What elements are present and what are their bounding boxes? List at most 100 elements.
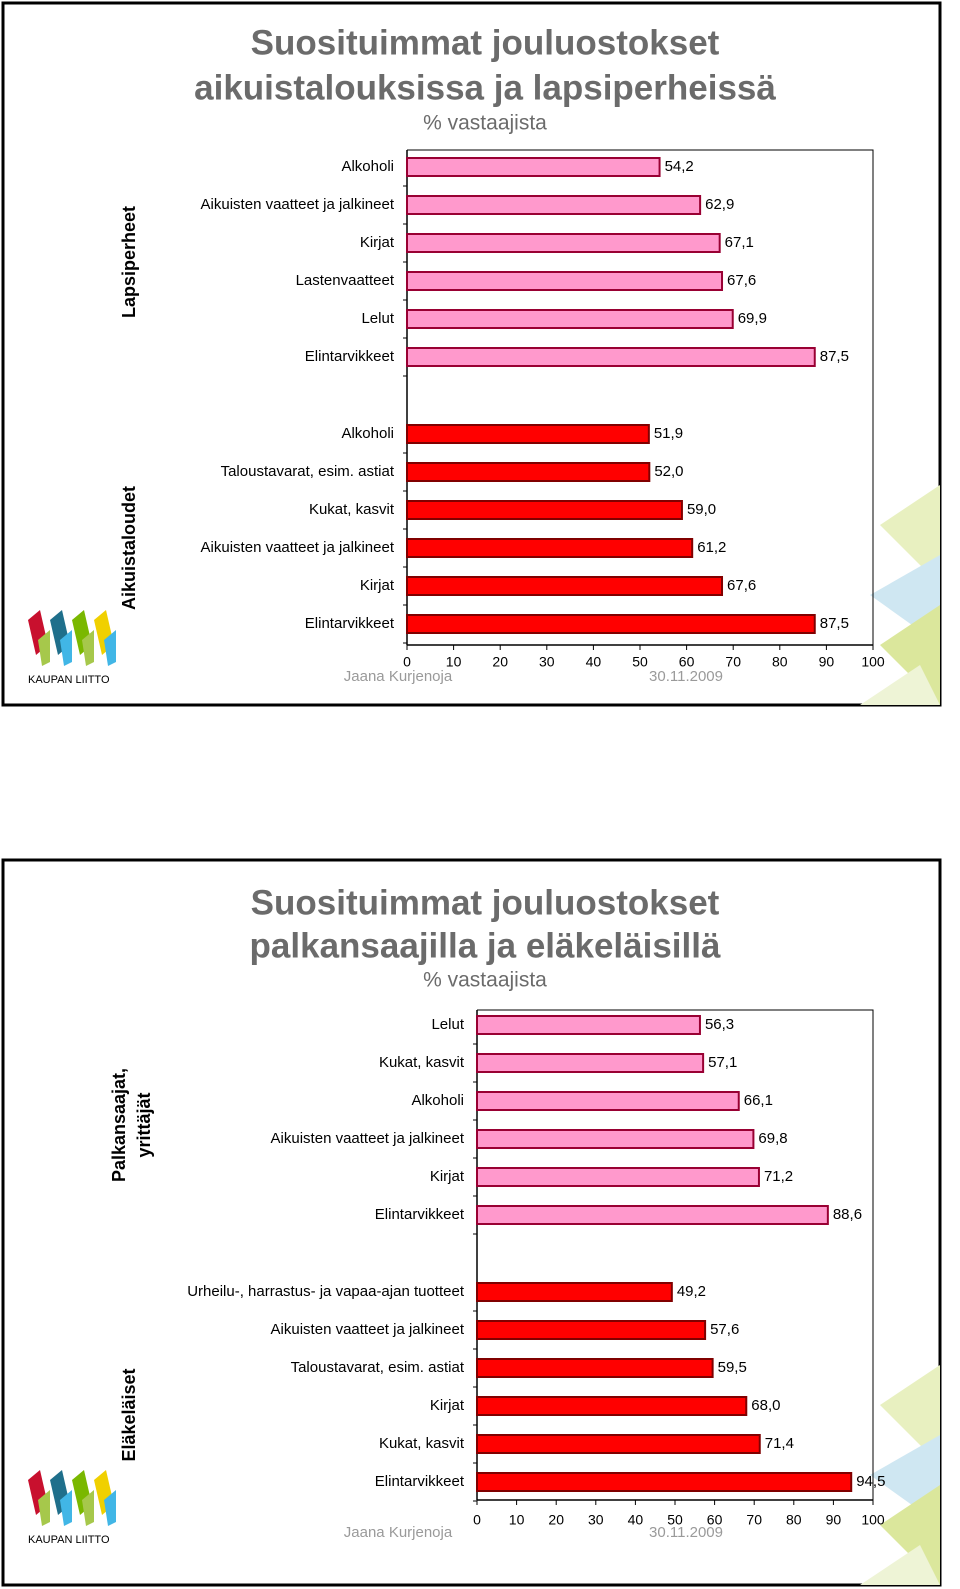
category-label: Lelut <box>361 310 394 327</box>
bar <box>406 614 816 634</box>
slide: KAUPAN LIITTO Suosituimmat jouluostokset a… <box>1 1 942 707</box>
value-label: 59,0 <box>687 501 716 518</box>
value-label: 59,5 <box>718 1359 747 1376</box>
bar <box>476 1282 673 1302</box>
value-label: 49,2 <box>677 1283 706 1300</box>
value-label: 69,8 <box>758 1130 787 1147</box>
subtitle: % vastaajista <box>423 112 547 135</box>
x-tick-label: 80 <box>772 654 788 670</box>
value-label: 88,6 <box>833 1206 862 1223</box>
value-label: 56,3 <box>705 1016 734 1033</box>
value-label: 51,9 <box>654 425 683 442</box>
category-label: Elintarvikkeet <box>305 615 395 632</box>
logo-shape <box>82 1490 94 1526</box>
bar <box>406 233 721 253</box>
x-tick-label: 90 <box>819 654 835 670</box>
group-label: Lapsiperheet <box>119 206 139 318</box>
value-label: 52,0 <box>654 463 683 480</box>
value-label: 66,1 <box>744 1092 773 1109</box>
value-label: 54,2 <box>665 158 694 175</box>
category-label: Kirjat <box>430 1168 465 1185</box>
x-tick-label: 20 <box>492 654 508 670</box>
group-label: yrittäjät <box>134 1092 154 1157</box>
category-label: Aikuisten vaatteet ja jalkineet <box>271 1130 465 1147</box>
category-label: Kukat, kasvit <box>309 501 395 518</box>
category-label: Kukat, kasvit <box>379 1435 465 1452</box>
title: Suosituimmat jouluostokset <box>251 23 720 62</box>
bar <box>476 1167 760 1187</box>
category-label: Kirjat <box>430 1397 465 1414</box>
value-label: 71,2 <box>764 1168 793 1185</box>
logo-shape <box>104 1490 116 1526</box>
category-label: Kirjat <box>360 577 395 594</box>
category-label: Kirjat <box>360 234 395 251</box>
category-label: Alkoholi <box>411 1092 464 1109</box>
value-label: 71,4 <box>765 1435 794 1452</box>
value-label: 67,1 <box>725 234 754 251</box>
x-tick-label: 90 <box>826 1512 842 1528</box>
footer-author: Jaana Kurjenoja <box>344 668 453 685</box>
value-label: 57,6 <box>710 1321 739 1338</box>
title: aikuistalouksissa ja lapsiperheissä <box>194 68 776 107</box>
logo-text: KAUPAN LIITTO <box>28 674 110 686</box>
x-tick-label: 10 <box>509 1512 525 1528</box>
group-label: Aikuistaloudet <box>119 486 139 610</box>
category-label: Aikuisten vaatteet ja jalkineet <box>201 539 395 556</box>
category-label: Alkoholi <box>341 158 394 175</box>
bar <box>476 1434 761 1454</box>
category-label: Alkoholi <box>341 425 394 442</box>
decoration <box>880 485 940 585</box>
x-tick-label: 100 <box>861 1512 885 1528</box>
value-label: 87,5 <box>820 615 849 632</box>
category-label: Kukat, kasvit <box>379 1054 465 1071</box>
category-label: Taloustavarat, esim. astiat <box>291 1359 465 1376</box>
bar <box>476 1091 740 1111</box>
bar <box>406 462 651 482</box>
logo-shape <box>82 630 94 666</box>
category-label: Elintarvikkeet <box>375 1206 465 1223</box>
x-tick-label: 30 <box>588 1512 604 1528</box>
category-label: Elintarvikkeet <box>375 1473 465 1490</box>
bar <box>476 1358 714 1378</box>
category-label: Aikuisten vaatteet ja jalkineet <box>201 196 395 213</box>
slide: KAUPAN LIITTO Suosituimmat jouluostokset p… <box>1 858 942 1587</box>
group-label: Eläkeläiset <box>119 1368 139 1461</box>
x-tick-label: 60 <box>707 1512 723 1528</box>
logo-shape <box>104 630 116 666</box>
x-tick-label: 70 <box>725 654 741 670</box>
plot-frame <box>477 1009 874 1500</box>
logo-shape <box>60 1490 72 1526</box>
value-label: 87,5 <box>820 348 849 365</box>
logo-shape <box>60 630 72 666</box>
x-tick-label: 80 <box>786 1512 802 1528</box>
category-label: Taloustavarat, esim. astiat <box>221 463 395 480</box>
footer-author: Jaana Kurjenoja <box>344 1524 453 1541</box>
plot-frame <box>407 149 874 645</box>
decoration <box>860 1545 940 1585</box>
decoration <box>880 1365 940 1465</box>
logo-shape <box>38 630 50 666</box>
x-tick-label: 50 <box>632 654 648 670</box>
bar <box>476 1053 705 1073</box>
bar <box>476 1205 829 1225</box>
bar <box>476 1472 853 1492</box>
x-tick-label: 0 <box>403 654 411 670</box>
x-tick-label: 70 <box>746 1512 762 1528</box>
x-tick-label: 60 <box>679 654 695 670</box>
value-label: 62,9 <box>705 196 734 213</box>
bar <box>406 195 702 215</box>
bar <box>406 538 694 558</box>
footer-date: 30.11.2009 <box>649 668 723 685</box>
bar <box>406 157 661 177</box>
x-tick-label: 50 <box>667 1512 683 1528</box>
value-label: 94,5 <box>856 1473 885 1490</box>
bar <box>476 1129 755 1149</box>
logo-text: KAUPAN LIITTO <box>28 1534 110 1546</box>
value-label: 68,0 <box>751 1397 780 1414</box>
subtitle: % vastaajista <box>423 969 547 992</box>
bar <box>406 500 683 520</box>
decoration <box>860 665 940 705</box>
x-tick-label: 100 <box>861 654 885 670</box>
